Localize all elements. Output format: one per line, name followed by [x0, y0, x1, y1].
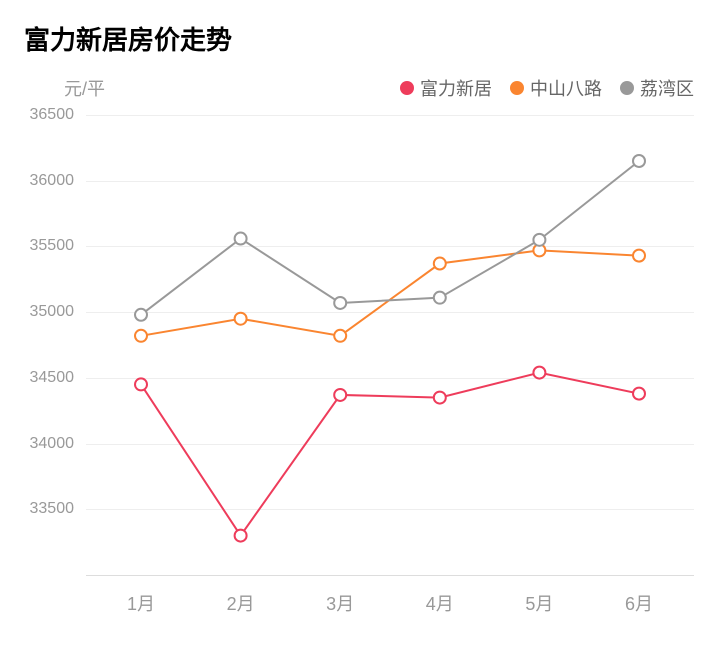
- x-tick-label: 2月: [227, 590, 255, 616]
- y-tick-label: 33500: [30, 500, 75, 518]
- y-tick-label: 36000: [30, 172, 75, 190]
- data-point[interactable]: [633, 155, 645, 167]
- data-point[interactable]: [434, 258, 446, 270]
- legend-label: 荔湾区: [640, 75, 694, 101]
- data-point[interactable]: [434, 392, 446, 404]
- data-point[interactable]: [235, 313, 247, 325]
- x-tick-label: 3月: [326, 590, 354, 616]
- legend-item[interactable]: 富力新居: [400, 75, 492, 101]
- chart-title: 富力新居房价走势: [24, 20, 694, 57]
- legend: 富力新居 中山八路 荔湾区: [400, 75, 694, 101]
- series-line: [141, 373, 639, 536]
- x-tick-label: 1月: [127, 590, 155, 616]
- legend-label: 富力新居: [420, 75, 492, 101]
- x-tick-label: 5月: [525, 590, 553, 616]
- legend-marker-icon: [510, 81, 524, 95]
- legend-marker-icon: [400, 81, 414, 95]
- series-line: [141, 161, 639, 315]
- y-axis-label: 元/平: [64, 75, 105, 101]
- data-point[interactable]: [135, 309, 147, 321]
- legend-label: 中山八路: [530, 75, 602, 101]
- legend-item[interactable]: 中山八路: [510, 75, 602, 101]
- data-point[interactable]: [533, 234, 545, 246]
- data-point[interactable]: [633, 250, 645, 262]
- plot-area: [86, 115, 694, 575]
- data-point[interactable]: [334, 297, 346, 309]
- data-point[interactable]: [135, 378, 147, 390]
- x-tick-label: 6月: [625, 590, 653, 616]
- series-line: [141, 250, 639, 335]
- y-tick-label: 34500: [30, 369, 75, 387]
- data-point[interactable]: [334, 330, 346, 342]
- data-point[interactable]: [235, 233, 247, 245]
- data-point[interactable]: [235, 530, 247, 542]
- x-axis: 1月 2月 3月 4月 5月 6月: [86, 575, 694, 615]
- y-ticks: 33500340003450035000355003600036500: [24, 115, 74, 575]
- x-tick-label: 4月: [426, 590, 454, 616]
- data-point[interactable]: [135, 330, 147, 342]
- legend-marker-icon: [620, 81, 634, 95]
- data-point[interactable]: [334, 389, 346, 401]
- y-tick-label: 35500: [30, 237, 75, 255]
- data-point[interactable]: [633, 388, 645, 400]
- data-point[interactable]: [533, 367, 545, 379]
- chart: 元/平 富力新居 中山八路 荔湾区 33500 34000 34500 35000 3550…: [24, 75, 694, 635]
- y-tick-label: 36500: [30, 106, 75, 124]
- y-tick-label: 34000: [30, 435, 75, 453]
- legend-item[interactable]: 荔湾区: [620, 75, 694, 101]
- y-tick-label: 35000: [30, 303, 75, 321]
- data-point[interactable]: [434, 292, 446, 304]
